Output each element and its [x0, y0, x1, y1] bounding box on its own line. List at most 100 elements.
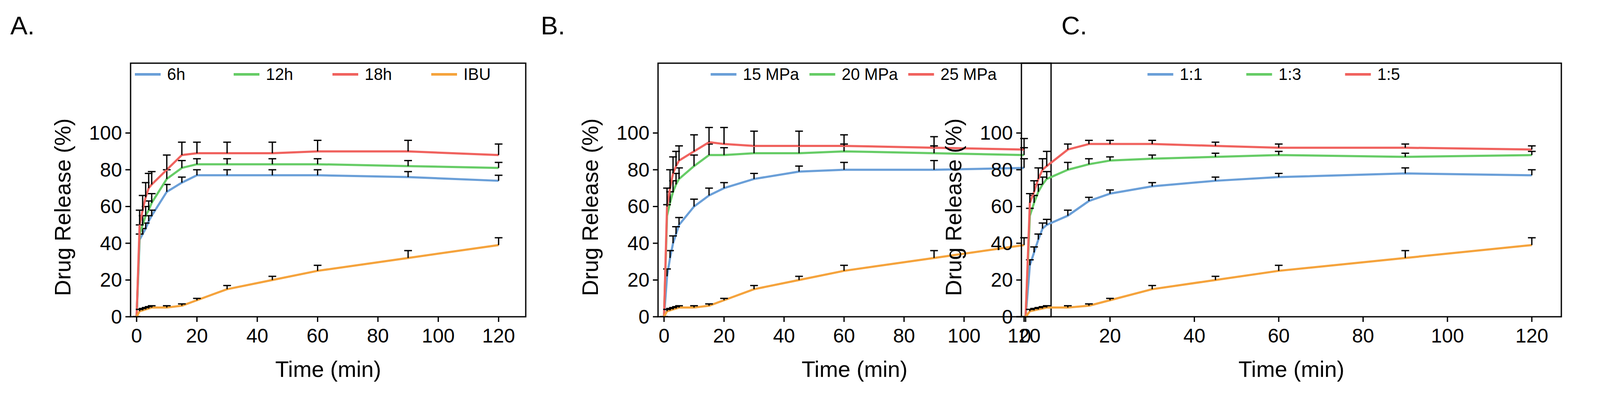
x-tick-label: 100	[947, 324, 981, 347]
x-axis-title: Time (min)	[275, 356, 382, 382]
x-tick-label: 40	[773, 324, 796, 347]
error-cap	[1021, 316, 1030, 317]
error-cap	[1063, 304, 1072, 307]
error-cap	[750, 172, 759, 174]
legend-label: 1:3	[1278, 65, 1302, 84]
error-bar	[690, 305, 698, 308]
error-bar	[795, 165, 803, 172]
error-stem	[497, 175, 500, 181]
error-bar	[1527, 169, 1536, 176]
error-bar	[840, 134, 848, 147]
error-cap	[750, 284, 759, 287]
error-bar	[930, 160, 939, 170]
legend-label: 12h	[265, 65, 293, 84]
error-cap	[223, 141, 232, 143]
error-stem	[675, 151, 677, 166]
x-tick-label: 40	[246, 324, 269, 347]
error-stem	[139, 210, 141, 225]
error-stem	[497, 237, 500, 245]
error-stem	[798, 145, 800, 153]
error-bar	[494, 175, 503, 181]
error-bar	[1063, 162, 1072, 170]
error-cap	[313, 158, 322, 160]
error-bar	[135, 210, 144, 225]
y-tick-label: 60	[100, 195, 122, 218]
error-bar	[1021, 316, 1030, 317]
error-cap	[669, 234, 677, 237]
error-cap	[177, 141, 186, 143]
legend-swatch	[1345, 73, 1372, 76]
panel: B.020406080100020406080100120Time (min)D…	[540, 11, 1052, 382]
y-tick	[1016, 205, 1022, 208]
error-bar	[1034, 167, 1043, 180]
error-cap	[1106, 156, 1114, 158]
error-bar	[177, 176, 186, 183]
error-stem	[181, 176, 183, 183]
error-stem	[166, 184, 168, 192]
error-cap	[1106, 297, 1114, 299]
error-cap	[132, 316, 141, 317]
error-bar	[223, 158, 232, 165]
error-cap	[1063, 143, 1072, 145]
error-cap	[840, 161, 848, 163]
error-stem	[226, 169, 228, 176]
legend-swatch	[908, 73, 935, 76]
error-stem	[1023, 138, 1025, 150]
x-tick-label: 80	[892, 324, 915, 347]
error-bar	[1063, 210, 1072, 216]
x-tick	[1446, 316, 1448, 322]
error-bar	[147, 193, 156, 203]
error-cap	[750, 130, 759, 132]
error-bar	[1034, 307, 1043, 310]
plot-frame	[658, 63, 1052, 317]
error-stem	[181, 160, 183, 168]
error-stem	[933, 160, 935, 170]
error-cap	[404, 249, 412, 252]
error-cap	[660, 316, 668, 317]
x-tick	[256, 316, 258, 322]
error-cap	[132, 316, 141, 317]
plot-frame	[1021, 63, 1562, 317]
error-stem	[843, 162, 845, 170]
error-stem	[708, 143, 710, 156]
error-bar	[494, 237, 503, 245]
error-bar	[672, 226, 680, 235]
error-stem	[407, 160, 409, 167]
y-tick	[125, 168, 131, 171]
error-bar	[1106, 140, 1114, 145]
error-stem	[672, 235, 674, 244]
x-tick	[437, 316, 439, 322]
error-bar	[690, 134, 698, 152]
error-stem	[933, 136, 935, 148]
error-cap	[1021, 316, 1030, 317]
error-bar	[1274, 265, 1283, 271]
error-cap	[494, 143, 503, 145]
x-tick	[1023, 316, 1025, 322]
error-cap	[660, 316, 668, 317]
error-bar	[162, 305, 171, 308]
error-cap	[930, 159, 939, 162]
error-bar	[1211, 276, 1220, 281]
error-bar	[1026, 193, 1034, 203]
error-stem	[678, 145, 680, 161]
error-stem	[1042, 176, 1044, 185]
error-cap	[147, 304, 156, 307]
error-cap	[1274, 172, 1283, 174]
y-axis-title: Drug Release (%)	[577, 118, 603, 296]
error-bar	[930, 250, 939, 258]
error-stem	[497, 162, 500, 168]
error-cap	[1211, 141, 1220, 143]
error-bar	[690, 198, 698, 207]
error-bar	[1030, 180, 1038, 192]
error-bar	[1274, 143, 1283, 148]
panel: A.020406080100020406080100120Time (min)D…	[10, 11, 526, 382]
error-cap	[1030, 246, 1038, 248]
error-stem	[693, 134, 695, 152]
error-cap	[690, 134, 698, 136]
error-cap	[1084, 196, 1093, 199]
error-bar	[666, 250, 674, 258]
error-bar	[1211, 176, 1220, 181]
error-stem	[693, 155, 695, 167]
error-cap	[1527, 237, 1536, 239]
error-cap	[672, 225, 680, 228]
